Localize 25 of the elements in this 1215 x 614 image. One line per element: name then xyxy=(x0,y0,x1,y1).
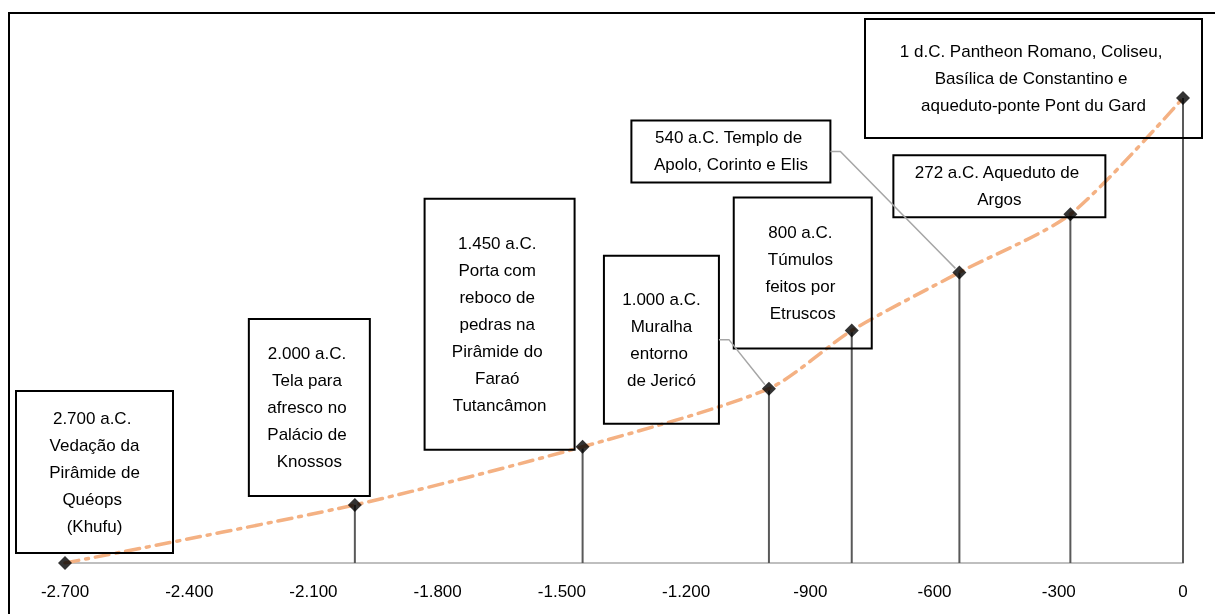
x-tick-label: -2.400 xyxy=(165,582,214,601)
x-tick-label: -1.500 xyxy=(537,582,586,601)
annotation: 800 a.C. Túmulos feitos por Etruscos xyxy=(765,223,841,323)
annotation: 1.000 a.C. Muralha entorno de Jericó xyxy=(622,289,701,390)
point xyxy=(1176,91,1190,105)
point xyxy=(952,265,967,280)
x-tick-label: 0 xyxy=(1178,582,1188,601)
annotation: 2.000 a.C. Tela para afresco no Palácio de Knossos xyxy=(267,343,352,471)
x-tick-label: -2.100 xyxy=(289,582,338,601)
point xyxy=(58,556,72,570)
annotation: 1 d.C. Pantheon Romano, Coliseu, Basílica de Constantino e aqueduto-ponte Pont du Gard xyxy=(899,42,1168,115)
x-tick-label: -600 xyxy=(917,582,952,601)
x-tick-label: -300 xyxy=(1041,582,1076,601)
point xyxy=(844,323,859,338)
point xyxy=(347,497,362,512)
annotation: 540 a.C. Templo de Apolo, Corinto e Elis xyxy=(653,128,808,175)
point xyxy=(575,439,590,454)
x-tick-label: -1.200 xyxy=(662,582,711,601)
annotation: 1.450 a.C. Porta com reboco de pedras na Pirâmide do Faraó Tutancâmon xyxy=(451,233,548,415)
annotation: 2.700 a.C. Vedação da Pirâmide de Quéops (Khufu) xyxy=(44,408,145,536)
x-tick-label: -900 xyxy=(793,582,828,601)
x-tick-label: -1.800 xyxy=(413,582,462,601)
x-tick-label: -2.700 xyxy=(40,582,90,601)
point xyxy=(761,381,776,396)
annotation: 272 a.C. Aqueduto de Argos xyxy=(914,163,1084,210)
